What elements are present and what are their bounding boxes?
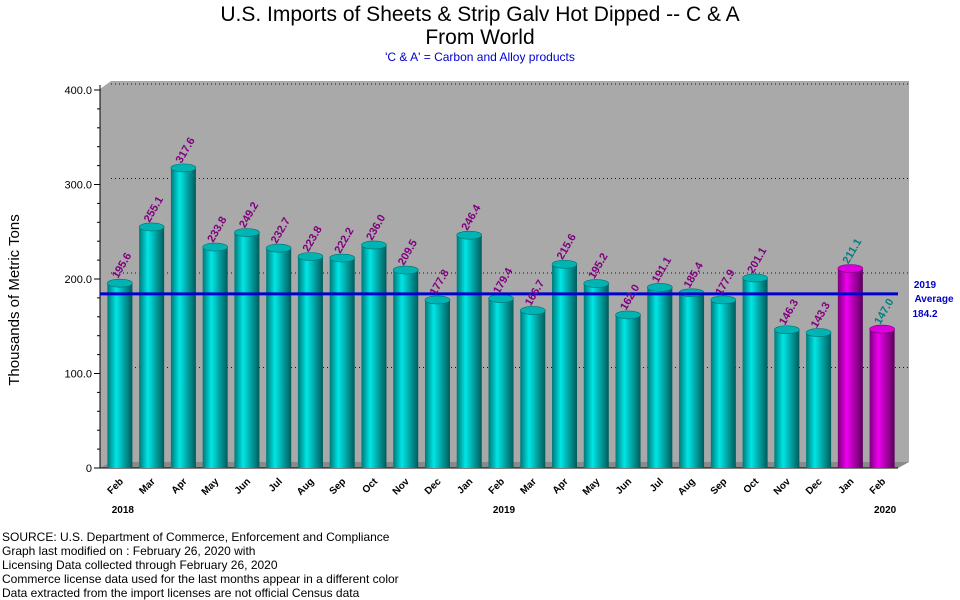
x-tick-label: Aug: [676, 476, 698, 498]
bar: [615, 314, 641, 468]
bar: [647, 287, 673, 468]
bar-top: [742, 273, 768, 283]
source-line-4: Commerce license data used for the last …: [2, 572, 399, 586]
x-tick-label: Aug: [295, 476, 317, 498]
x-tick-label: Oct: [742, 476, 762, 496]
bar-top: [805, 328, 832, 337]
bar: [424, 299, 450, 468]
bar: [679, 292, 705, 468]
x-tick-label: Feb: [487, 476, 507, 496]
bar: [710, 299, 736, 468]
bar-top: [519, 306, 546, 315]
chart-title-line2: From World: [425, 26, 535, 49]
bar-top: [646, 283, 673, 292]
bar: [806, 332, 832, 468]
x-tick-label: Jul: [648, 476, 666, 494]
bar-top: [615, 310, 641, 320]
bar-top: [392, 265, 419, 275]
average-label-year: 2019: [914, 280, 937, 291]
bar-top: [869, 324, 895, 334]
source-line-3: Licensing Data collected through Februar…: [2, 558, 278, 572]
bar-top: [202, 242, 228, 252]
bar: [583, 283, 609, 468]
bar-top: [837, 264, 864, 273]
bar-top: [424, 295, 451, 305]
bar: [266, 248, 292, 468]
x-tick-label: Sep: [709, 476, 730, 497]
x-tick-label: Apr: [170, 476, 190, 496]
source-line-5: Data extracted from the import licenses …: [2, 586, 360, 600]
x-tick-label: Nov: [772, 476, 793, 497]
bar: [742, 277, 768, 468]
bar: [488, 298, 514, 468]
y-tick-label: 100.0: [64, 369, 92, 381]
bar-top: [329, 253, 356, 263]
y-tick-label: 300.0: [64, 180, 92, 192]
bar: [202, 247, 228, 468]
bar: [234, 232, 260, 468]
bar-top: [361, 240, 387, 250]
year-label: 2018: [112, 505, 135, 516]
year-label: 2020: [874, 505, 897, 516]
bar-top: [138, 222, 165, 232]
bar-top: [107, 278, 133, 288]
x-tick-label: Jun: [614, 476, 634, 496]
x-tick-label: May: [581, 476, 603, 498]
x-tick-label: Jan: [455, 476, 475, 496]
x-tick-label: Jun: [233, 476, 253, 496]
bar: [552, 264, 578, 468]
bar-top: [234, 228, 260, 237]
average-label-text: Average: [914, 294, 954, 305]
source-line-1: SOURCE: U.S. Department of Commerce, Enf…: [2, 530, 390, 544]
x-tick-label: Sep: [328, 476, 349, 497]
bar-top: [297, 252, 324, 261]
bar: [361, 244, 387, 468]
bar-top: [456, 230, 483, 240]
bar-top: [265, 243, 292, 253]
y-tick-label: 0: [86, 463, 92, 475]
x-tick-label: Dec: [423, 476, 444, 497]
bar: [774, 329, 800, 468]
y-axis-label: Thousands of Metric Tons: [6, 214, 23, 385]
bar: [329, 258, 355, 468]
x-tick-label: Nov: [391, 476, 412, 497]
bar-top: [583, 279, 610, 288]
y-tick-label: 400.0: [64, 85, 92, 97]
bar: [297, 256, 323, 468]
x-tick-label: Jan: [837, 476, 857, 496]
chart-title: U.S. Imports of Sheets & Strip Galv Hot …: [220, 3, 740, 26]
bar: [139, 226, 165, 468]
bar: [456, 235, 482, 468]
bar-top: [170, 163, 197, 173]
bar-top: [774, 325, 800, 335]
year-label: 2019: [493, 505, 516, 516]
bar: [170, 167, 196, 469]
x-tick-label: Dec: [804, 476, 825, 497]
source-line-2: Graph last modified on : February 26, 20…: [2, 544, 256, 558]
x-tick-label: May: [200, 476, 222, 498]
bar: [837, 268, 863, 468]
bar: [869, 329, 895, 468]
bar-top: [710, 295, 737, 305]
x-tick-label: Mar: [137, 476, 157, 496]
bar-top: [551, 259, 578, 269]
x-tick-label: Apr: [551, 476, 571, 496]
bar: [393, 270, 419, 468]
chart-subtitle: 'C & A' = Carbon and Alloy products: [385, 50, 575, 64]
x-tick-label: Jul: [267, 476, 285, 494]
x-tick-label: Oct: [361, 476, 381, 496]
bar: [107, 283, 133, 468]
bar: [520, 310, 546, 468]
x-tick-label: Feb: [868, 476, 888, 496]
x-tick-label: Mar: [519, 476, 539, 496]
x-tick-label: Feb: [106, 476, 126, 496]
average-label-value: 184.2: [912, 309, 937, 320]
y-tick-label: 200.0: [64, 274, 92, 286]
